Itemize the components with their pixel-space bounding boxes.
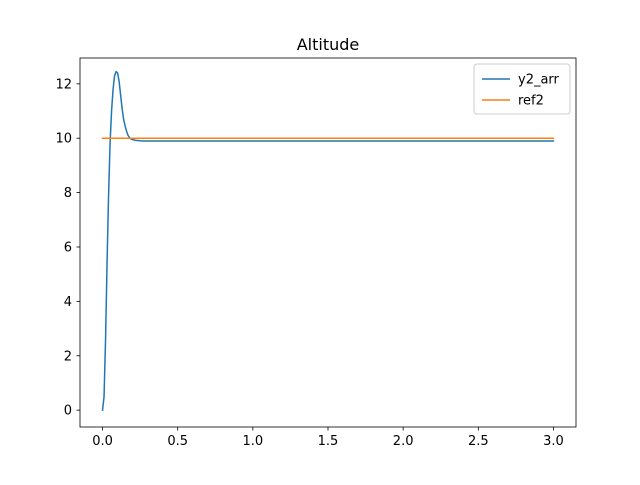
y-tick-label: 2 xyxy=(64,349,72,364)
legend-label-ref2: ref2 xyxy=(518,94,544,109)
y-tick-label: 4 xyxy=(64,295,72,310)
x-tick-label: 3.0 xyxy=(543,434,564,449)
chart-title: Altitude xyxy=(297,35,360,54)
series-line-y2_arr xyxy=(101,70,555,411)
x-tick-label: 2.0 xyxy=(393,434,414,449)
y-tick-label: 6 xyxy=(64,240,72,255)
x-tick-label: 0.0 xyxy=(92,434,113,449)
y-tick-label: 12 xyxy=(55,77,72,92)
x-tick-label: 0.5 xyxy=(167,434,188,449)
legend-label-y2_arr: y2_arr xyxy=(518,73,560,88)
axes-layer: 0.0 0.5 1.0 1.5 2.0 2.5 3.0 0 2 4 6 8 10 12 xyxy=(55,57,577,449)
y-tick-label: 8 xyxy=(64,186,72,201)
y-tick-label: 10 xyxy=(55,132,72,147)
x-tick-label: 2.5 xyxy=(468,434,489,449)
x-tick-label: 1.0 xyxy=(243,434,264,449)
legend-box xyxy=(473,63,571,115)
series-layer xyxy=(101,70,555,411)
x-tick-label: 1.5 xyxy=(318,434,339,449)
legend: y2_arr ref2 xyxy=(473,63,571,115)
y-tick-label: 0 xyxy=(64,404,72,419)
